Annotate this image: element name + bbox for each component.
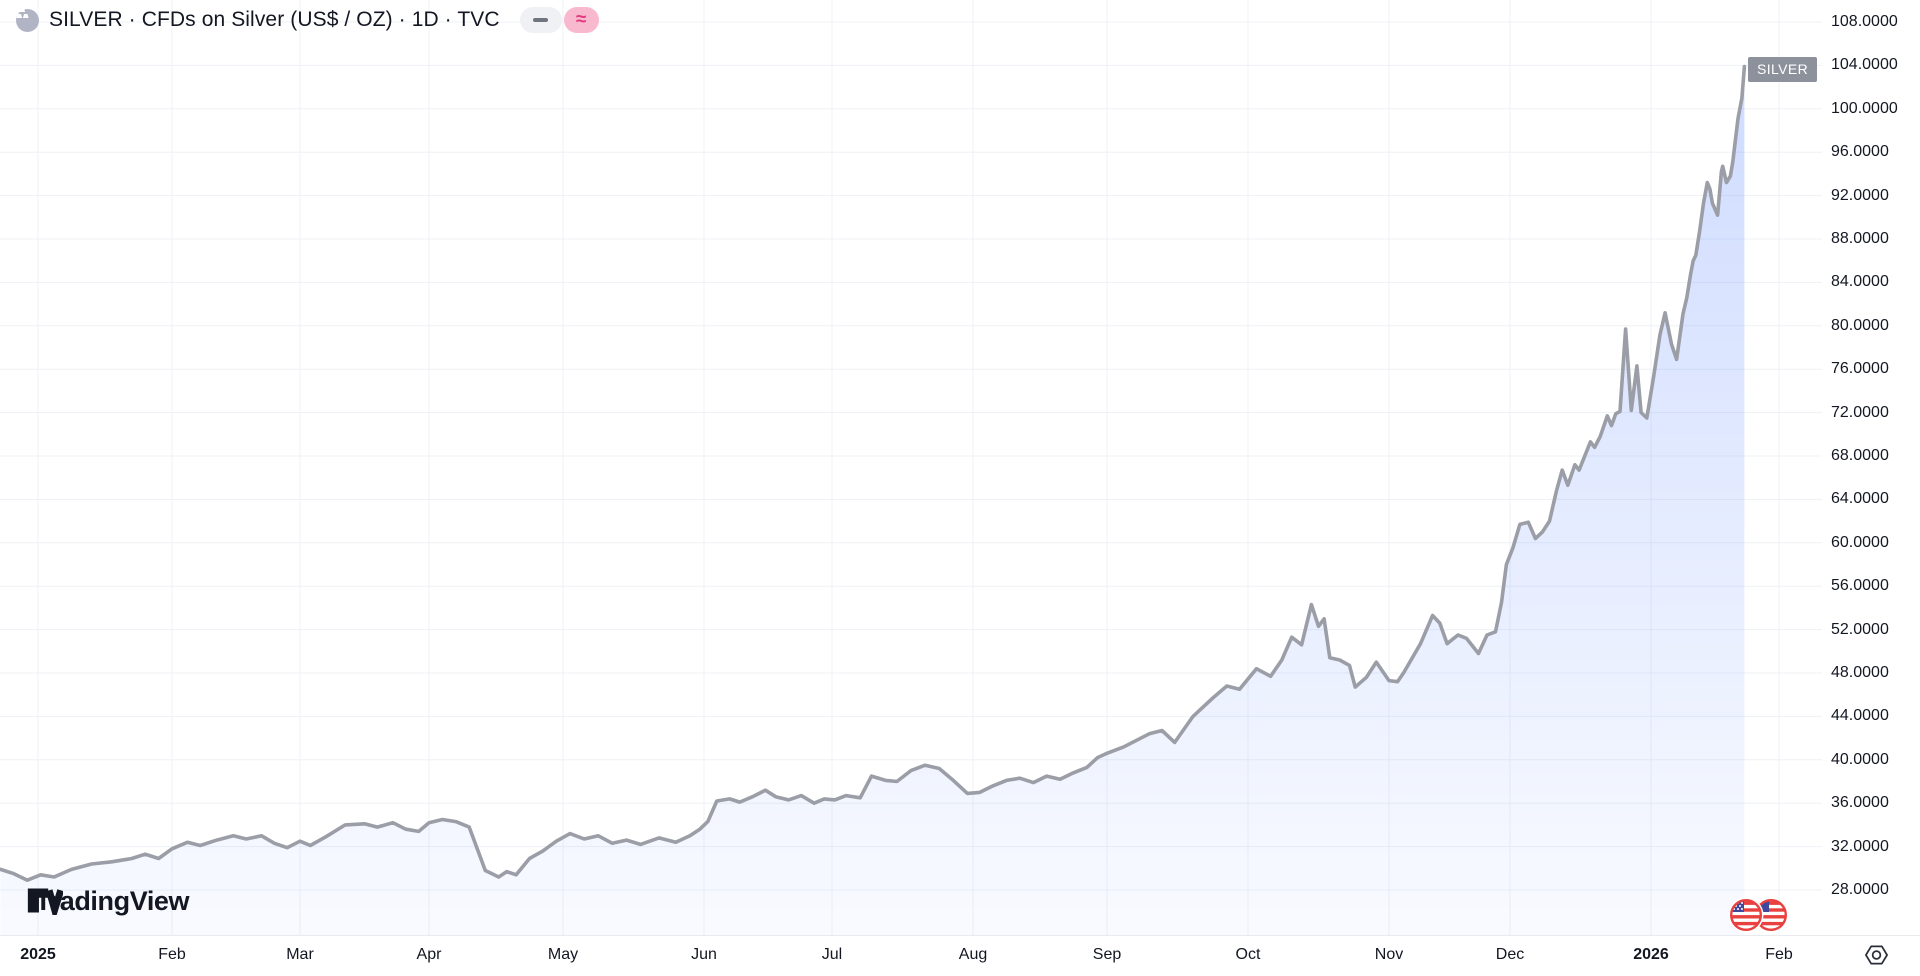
price-line-label: SILVER [1748, 57, 1818, 82]
price-tick-label: 48.0000 [1831, 664, 1889, 681]
price-tick-label: 64.0000 [1831, 490, 1889, 507]
price-tick-label: 68.0000 [1831, 447, 1889, 464]
price-tick-label: 72.0000 [1831, 404, 1889, 421]
time-tick-label: Jun [691, 946, 717, 963]
time-tick-label: Aug [958, 946, 988, 963]
time-tick-label: Feb [158, 946, 186, 963]
time-tick-label: Jul [821, 946, 843, 963]
price-tick-label: 40.0000 [1831, 751, 1889, 768]
price-tick-label: 88.0000 [1831, 230, 1889, 247]
auto-scale-button[interactable]: ≈ [563, 7, 599, 33]
price-tick-label: 36.0000 [1831, 794, 1889, 811]
line-style-button[interactable] [519, 7, 562, 33]
symbol-logo [16, 8, 39, 32]
price-tick-label: 44.0000 [1831, 707, 1889, 724]
price-tick-label: 52.0000 [1831, 621, 1889, 638]
time-tick-label: Feb [1765, 946, 1793, 963]
time-scale[interactable]: 2025 Feb Mar Apr May Jun Jul Aug Sep Oct Nov Dec 202… [0, 935, 1920, 976]
time-tick-label: Dec [1495, 946, 1525, 963]
symbol-title: SILVER · CFDs on Silver (US$ / OZ) · 1D … [49, 8, 500, 31]
tradingview-logo[interactable]: TradingView [26, 886, 190, 917]
price-line [0, 64, 1747, 882]
silver-ingots-icon [16, 8, 29, 18]
time-tick-label: Apr [416, 946, 442, 963]
dash-icon [533, 17, 549, 23]
price-tick-label: 84.0000 [1831, 273, 1889, 290]
price-tick-label: 100.0000 [1831, 100, 1898, 117]
price-tick-label: 80.0000 [1831, 317, 1889, 334]
price-pane-svg[interactable] [0, 0, 1822, 935]
time-tick-label: Mar [286, 946, 314, 963]
tradingview-logo-icon [27, 888, 63, 915]
time-tick-label: Sep [1092, 946, 1122, 963]
price-tick-label: 32.0000 [1831, 838, 1889, 855]
price-tick-label: 60.0000 [1831, 534, 1889, 551]
price-tick-label: 92.0000 [1831, 187, 1889, 204]
legend-toolbar: ≈ [519, 7, 599, 33]
time-tick-label: 2025 [20, 946, 56, 963]
approx-equal-icon: ≈ [575, 8, 587, 30]
price-tick-label: 108.0000 [1831, 13, 1898, 30]
settings-gear-icon[interactable] [1862, 940, 1890, 970]
usd-flag-icon [1731, 900, 1761, 930]
price-scale[interactable]: 108.0000 104.0000 100.0000 96.0000 92.0000 88… [1822, 0, 1920, 935]
price-tick-label: 104.0000 [1831, 56, 1898, 73]
price-tick-label: 76.0000 [1831, 360, 1889, 377]
time-tick-label: Nov [1374, 946, 1404, 963]
price-tick-label: 96.0000 [1831, 143, 1889, 160]
time-tick-label: Oct [1235, 946, 1261, 963]
time-tick-label: May [547, 946, 579, 963]
area-fill [0, 66, 1745, 935]
time-tick-label: 2026 [1633, 946, 1669, 963]
price-pane[interactable]: SILVER · CFDs on Silver (US$ / OZ) · 1D … [0, 0, 1822, 935]
price-tick-label: 28.0000 [1831, 881, 1889, 898]
legend: SILVER · CFDs on Silver (US$ / OZ) · 1D … [16, 7, 599, 33]
price-tick-label: 56.0000 [1831, 577, 1889, 594]
